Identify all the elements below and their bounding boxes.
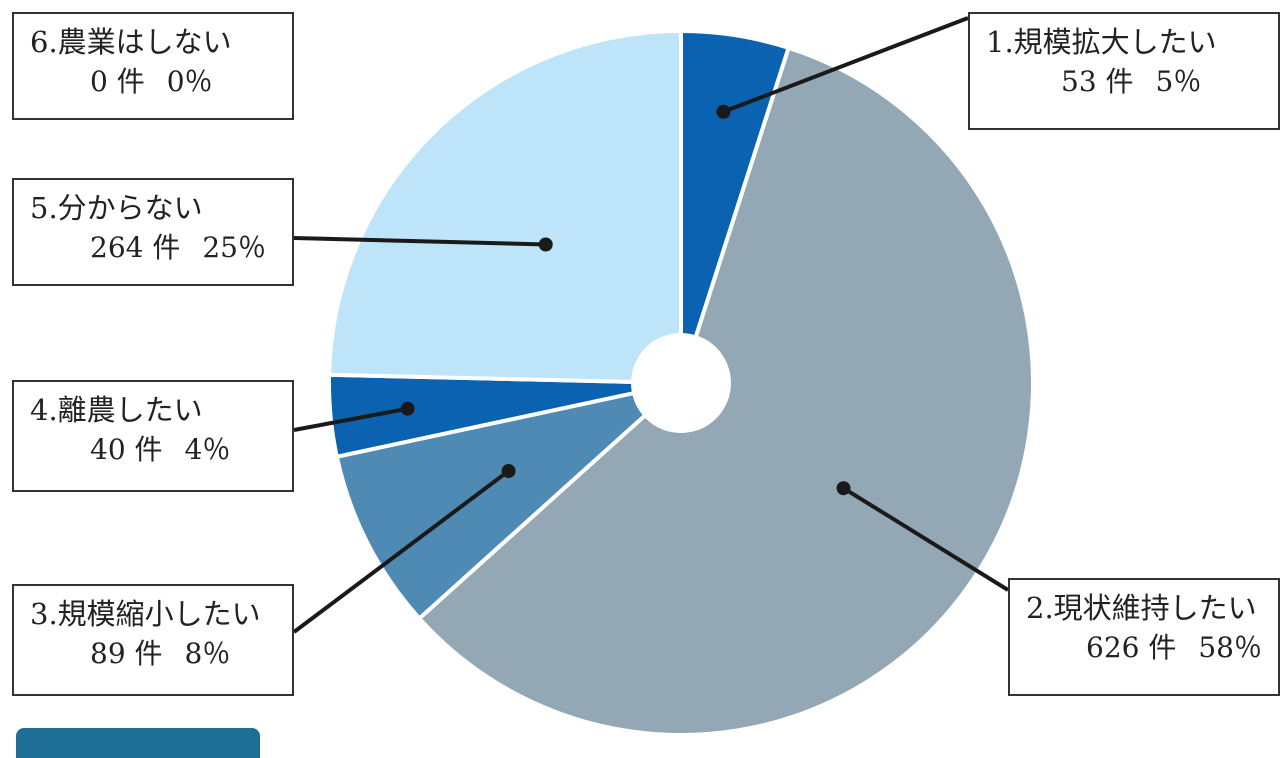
slice-label: 3.規模縮小したい [30,597,261,631]
slice-label-box: 1.規模拡大したい 53 件 5％ [968,12,1280,130]
leader-line [293,406,409,432]
leader-dot [538,237,553,252]
leader-line [292,469,510,634]
slice-percent: 4％ [184,433,231,466]
leader-lines [292,16,1010,634]
slice-label-box: 6.農業はしない 0 件 0％ [12,12,294,120]
slice-percent: 5％ [1155,65,1202,98]
slice-count: 264 件 [90,231,181,264]
leader-line [722,16,969,114]
slice-count: 53 件 [1061,65,1134,98]
slice-percent: 58％ [1198,631,1262,664]
slice-percent: 25％ [202,231,266,264]
leader-dot [716,104,731,119]
pie-slice [334,379,688,622]
slice-percent: 8％ [184,637,231,670]
slice-label: 1.規模拡大したい [986,25,1217,59]
slice-label: 2.現状維持したい [1026,591,1257,625]
donut-hole [631,333,731,433]
slice-label-box: 3.規模縮小したい 89 件 8％ [12,584,294,696]
slice-label: 5.分からない [30,191,203,225]
slice-count: 626 件 [1086,631,1177,664]
bottom-tab-button[interactable] [16,728,260,758]
leader-dot [501,463,516,478]
slice-label-box: 5.分からない 264 件 25％ [12,178,294,286]
pie-slice [327,28,683,386]
slice-label-box: 2.現状維持したい 626 件 58％ [1008,578,1280,696]
slice-count: 89 件 [90,637,163,670]
leader-dot [836,481,851,496]
slice-count: 0 件 [90,65,145,98]
leader-line [293,236,546,247]
slice-count: 40 件 [90,433,163,466]
leader-dot [400,401,415,416]
slice-label: 6.農業はしない [30,25,232,59]
leader-line [842,486,1010,592]
slice-label: 4.離農したい [30,393,203,427]
slice-label-box: 4.離農したい 40 件 4％ [12,380,294,492]
slice-percent: 0％ [166,65,213,98]
